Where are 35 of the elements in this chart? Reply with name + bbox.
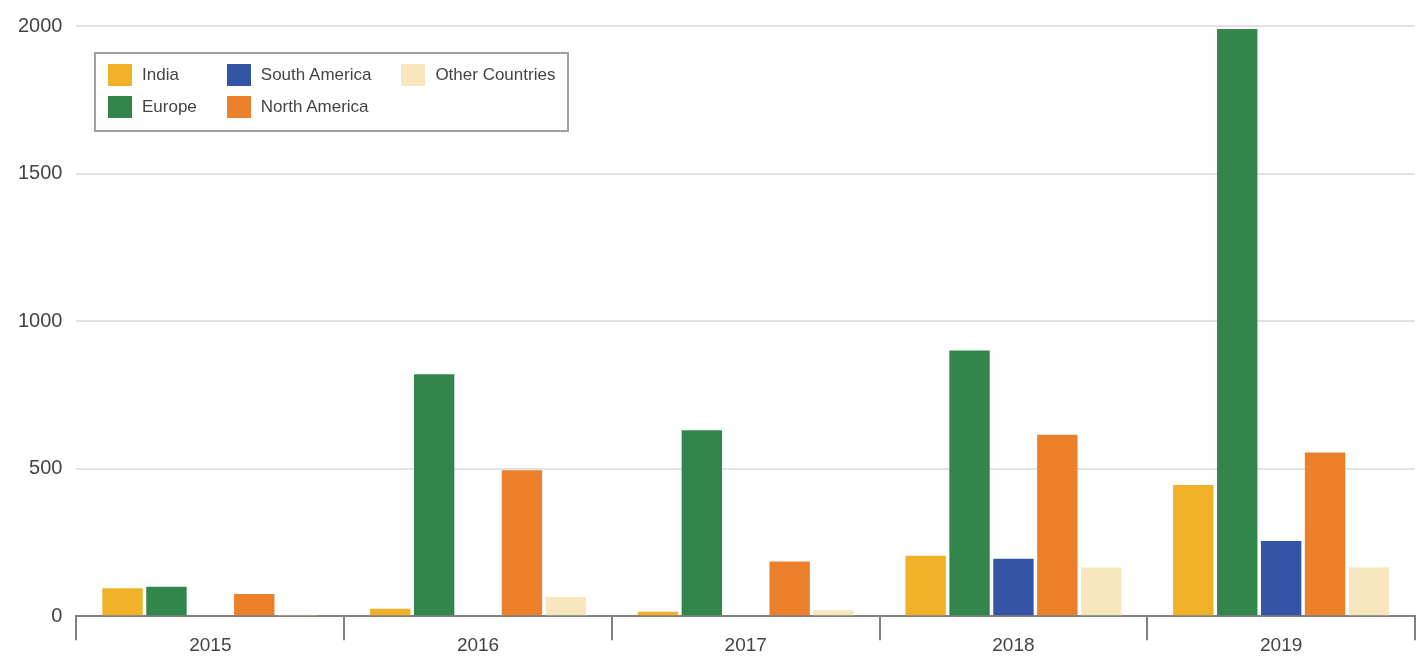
x-tick-label: 2015 bbox=[189, 633, 232, 655]
y-tick-label: 2000 bbox=[17, 13, 63, 36]
bar bbox=[1173, 484, 1214, 616]
y-tick-label: 1500 bbox=[17, 161, 63, 184]
bar bbox=[413, 374, 455, 616]
x-tick-label: 2017 bbox=[724, 633, 767, 655]
legend-label: South America bbox=[260, 65, 372, 85]
bar bbox=[501, 470, 543, 616]
bar bbox=[813, 610, 854, 616]
bar bbox=[146, 586, 187, 616]
bar bbox=[769, 561, 810, 616]
bar bbox=[1037, 434, 1078, 616]
bar bbox=[1260, 540, 1302, 616]
bar bbox=[1081, 567, 1122, 616]
bar bbox=[1304, 452, 1346, 616]
bar bbox=[102, 588, 143, 616]
bar bbox=[1217, 28, 1258, 616]
bar bbox=[993, 558, 1034, 616]
x-tick-label: 2019 bbox=[1260, 633, 1303, 655]
legend-label: Other Countries bbox=[435, 65, 556, 85]
bar bbox=[949, 350, 990, 616]
x-tick-label: 2016 bbox=[456, 633, 500, 655]
legend-label: Europe bbox=[142, 97, 197, 117]
legend-label: India bbox=[142, 65, 179, 85]
bar bbox=[681, 430, 723, 616]
y-tick-label: 500 bbox=[29, 456, 63, 479]
y-tick-label: 0 bbox=[51, 603, 63, 626]
y-tick-label: 1000 bbox=[17, 308, 63, 331]
bar bbox=[1348, 567, 1390, 616]
bar bbox=[370, 608, 411, 616]
bar bbox=[234, 594, 275, 616]
bar bbox=[905, 555, 946, 616]
legend-label: North America bbox=[260, 97, 369, 117]
bar bbox=[545, 597, 587, 616]
x-tick-label: 2018 bbox=[992, 633, 1035, 655]
